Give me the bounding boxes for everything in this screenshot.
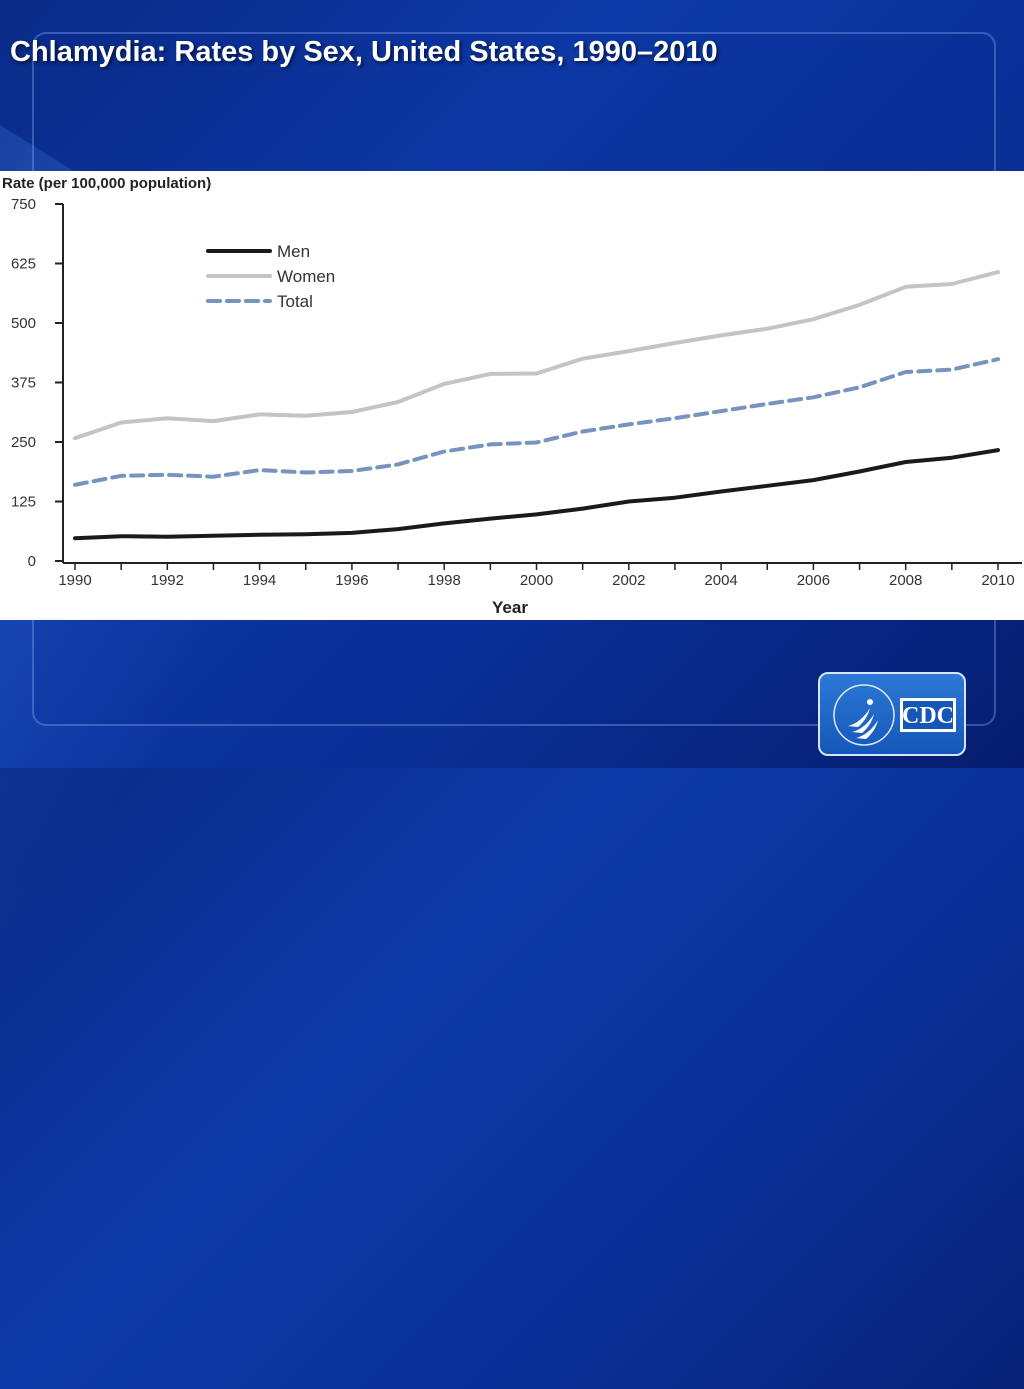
x-tick-label: 2002 (612, 572, 645, 589)
y-tick-label: 250 (11, 434, 36, 451)
line-chart: Rate (per 100,000 population) Year 0 125 2… (2, 175, 1022, 617)
hhs-eagle-icon (848, 699, 878, 739)
x-tick-label: 2000 (520, 572, 553, 589)
y-tick-label: 125 (11, 494, 36, 511)
series-line-women (73, 270, 1000, 441)
legend-label-women: Women (277, 267, 335, 286)
chart-axes: 0 125 250 375 500 625 750 1990 1992 1994 1996 1998 2… (11, 196, 1022, 589)
y-tick-label: 0 (28, 553, 36, 570)
chart-series (73, 270, 1000, 541)
y-tick-label: 750 (11, 196, 36, 213)
cdc-logo-text: CDC (902, 703, 954, 729)
x-tick-label: 1998 (428, 572, 461, 589)
x-tick-label: 1994 (243, 572, 276, 589)
y-axis-label: Rate (per 100,000 population) (2, 175, 211, 192)
y-tick-label: 625 (11, 256, 36, 273)
x-tick-label: 2006 (797, 572, 830, 589)
legend-label-men: Men (277, 242, 310, 261)
cdc-logo-graphic: CDC (833, 684, 956, 746)
x-axis-label: Year (492, 598, 528, 617)
y-tick-label: 500 (11, 315, 36, 332)
x-tick-label: 1990 (58, 572, 91, 589)
series-line-men (73, 448, 1000, 541)
chart-area: Rate (per 100,000 population) Year 0 125 2… (0, 171, 1024, 620)
chart-legend: Men Women Total (206, 242, 335, 311)
series-line-total (73, 357, 1000, 487)
slide-title: Chlamydia: Rates by Sex, United States, … (10, 36, 718, 68)
x-tick-label: 2004 (704, 572, 737, 589)
x-tick-label: 1996 (335, 572, 368, 589)
x-tick-label: 2010 (981, 572, 1014, 589)
x-tick-label: 2008 (889, 572, 922, 589)
cdc-logo: CDC (818, 672, 966, 756)
legend-label-total: Total (277, 292, 313, 311)
x-tick-label: 1992 (151, 572, 184, 589)
y-tick-label: 375 (11, 375, 36, 392)
